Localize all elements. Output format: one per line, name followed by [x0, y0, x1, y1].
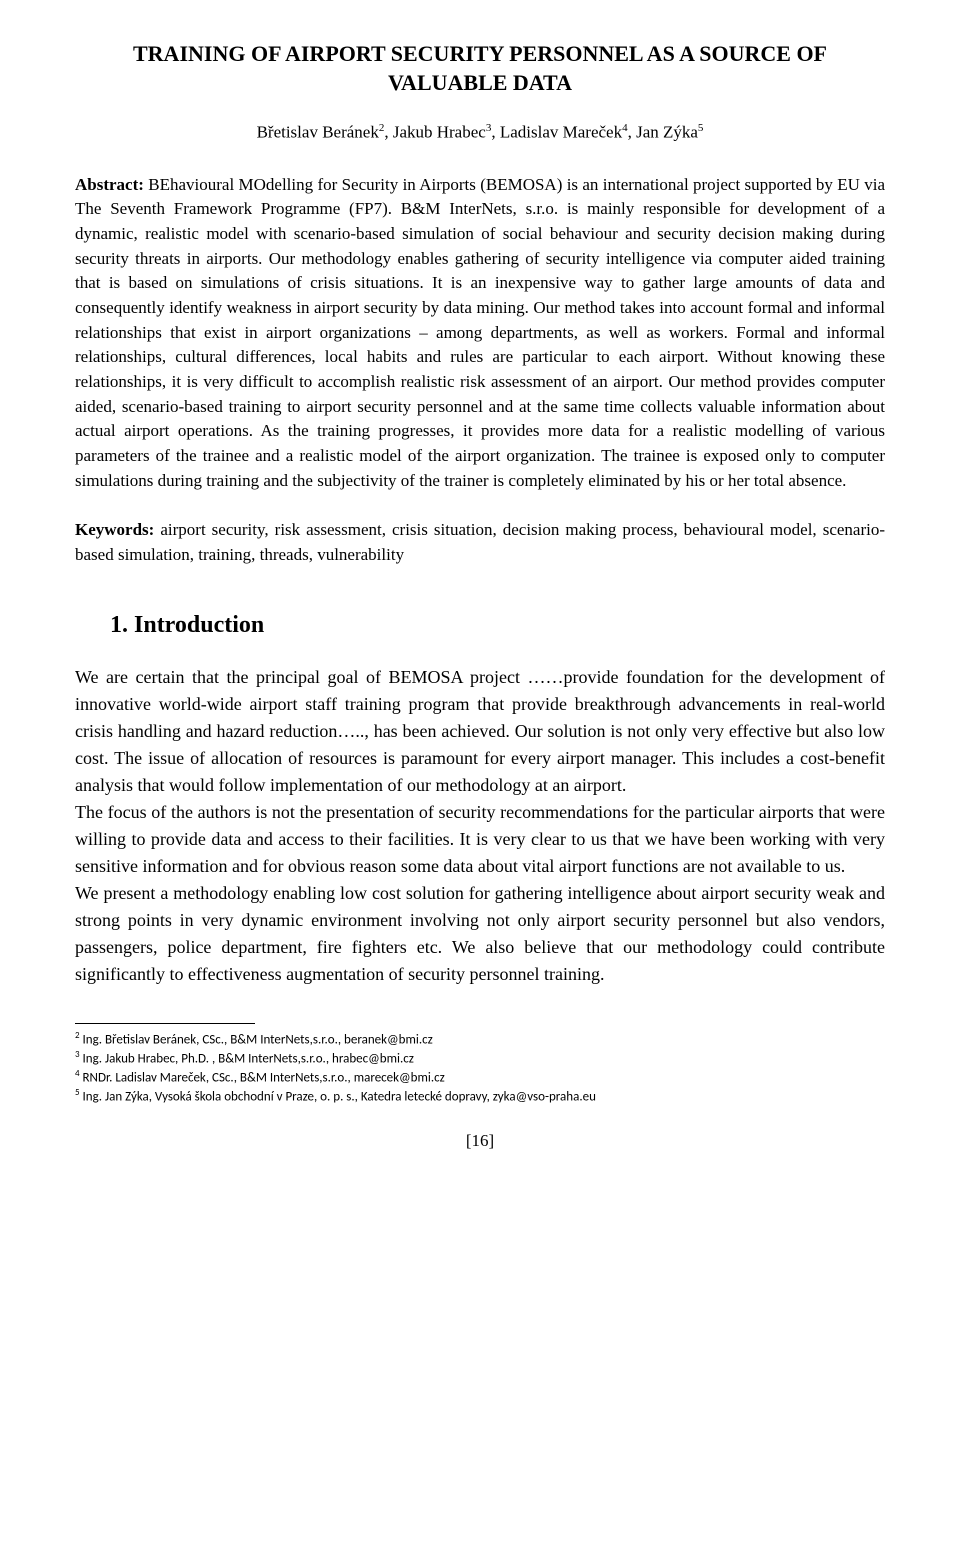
intro-paragraph-1: We are certain that the principal goal o… [75, 664, 885, 799]
abstract-block: Abstract: BEhavioural MOdelling for Secu… [75, 173, 885, 493]
footnote-5: 5 Ing. Jan Zýka, Vysoká škola obchodní v… [75, 1087, 885, 1106]
abstract-text: BEhavioural MOdelling for Security in Ai… [75, 175, 885, 490]
abstract-label: Abstract: [75, 175, 144, 194]
keywords-text: airport security, risk assessment, crisi… [75, 520, 885, 564]
paper-title: TRAINING OF AIRPORT SECURITY PERSONNEL A… [75, 40, 885, 97]
keywords-label: Keywords: [75, 520, 154, 539]
section-heading-introduction: 1. Introduction [110, 612, 885, 639]
introduction-body: We are certain that the principal goal o… [75, 664, 885, 988]
page-number: [16] [75, 1131, 885, 1151]
intro-paragraph-2: The focus of the authors is not the pres… [75, 799, 885, 880]
keywords-block: Keywords: airport security, risk assessm… [75, 518, 885, 567]
intro-paragraph-3: We present a methodology enabling low co… [75, 880, 885, 988]
paper-authors: Břetislav Beránek2, Jakub Hrabec3, Ladis… [75, 122, 885, 143]
footnote-separator [75, 1023, 255, 1024]
footnote-4: 4 RNDr. Ladislav Mareček, CSc., B&M Inte… [75, 1068, 885, 1087]
footnote-3: 3 Ing. Jakub Hrabec, Ph.D. , B&M InterNe… [75, 1049, 885, 1068]
footnote-2: 2 Ing. Břetislav Beránek, CSc., B&M Inte… [75, 1030, 885, 1049]
